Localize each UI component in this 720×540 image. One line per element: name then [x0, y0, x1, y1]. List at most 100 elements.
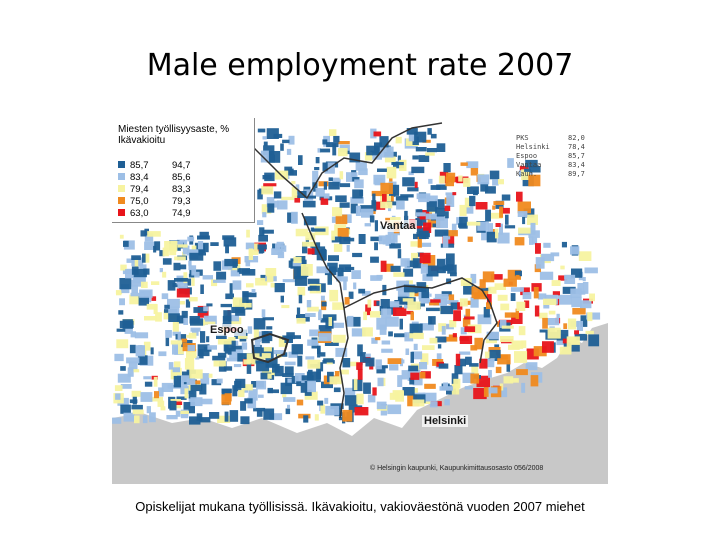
area-patch — [305, 313, 316, 317]
area-patch — [477, 221, 489, 231]
area-patch — [393, 234, 398, 243]
area-patch — [422, 139, 431, 143]
area-patch — [154, 241, 161, 251]
area-patch — [442, 235, 455, 245]
area-patch — [524, 300, 530, 308]
area-patch — [160, 406, 166, 411]
map-canvas — [112, 118, 608, 484]
area-patch — [418, 198, 430, 203]
area-patch — [193, 307, 208, 313]
area-patch — [458, 223, 466, 228]
area-patch — [445, 176, 454, 187]
area-patch — [188, 273, 195, 278]
area-patch — [307, 339, 319, 346]
area-patch — [115, 393, 121, 400]
area-patch — [445, 211, 449, 219]
area-patch — [357, 344, 363, 357]
area-patch — [450, 302, 461, 310]
area-patch — [203, 315, 217, 325]
area-patch — [357, 368, 363, 380]
area-patch — [446, 195, 455, 207]
area-patch — [317, 400, 324, 406]
area-patch — [272, 363, 280, 373]
area-patch — [526, 214, 538, 225]
area-patch — [339, 369, 349, 375]
area-patch — [466, 161, 479, 169]
area-patch — [256, 380, 267, 390]
area-patch — [246, 363, 252, 374]
area-patch — [281, 196, 294, 201]
area-patch — [470, 168, 479, 176]
stat-name: Espoo — [516, 152, 538, 160]
area-patch — [438, 175, 445, 184]
area-patch — [504, 312, 519, 318]
area-patch — [273, 350, 285, 355]
area-patch — [192, 329, 199, 336]
area-patch — [480, 287, 491, 291]
area-patch — [473, 190, 478, 196]
area-patch — [462, 318, 471, 327]
legend-min: 75,0 — [130, 196, 149, 207]
area-patch — [323, 358, 334, 363]
area-patch — [372, 193, 376, 206]
area-patch — [280, 143, 284, 151]
area-patch — [120, 264, 127, 271]
area-patch — [483, 307, 490, 318]
area-patch — [137, 355, 148, 365]
area-patch — [513, 378, 518, 382]
area-patch — [434, 229, 449, 237]
area-patch — [507, 269, 521, 280]
area-patch — [141, 281, 148, 288]
area-patch — [389, 243, 401, 249]
area-patch — [503, 376, 514, 384]
area-patch — [187, 345, 196, 351]
area-patch — [589, 293, 595, 302]
area-patch — [296, 381, 302, 387]
area-patch — [451, 383, 460, 395]
area-patch — [339, 202, 350, 208]
area-patch — [258, 394, 264, 398]
area-patch — [317, 345, 321, 355]
area-patch — [116, 328, 126, 332]
area-patch — [499, 223, 503, 235]
area-patch — [282, 394, 287, 398]
area-patch — [515, 308, 519, 319]
area-patch — [177, 375, 189, 383]
area-patch — [184, 388, 189, 399]
area-patch — [282, 139, 290, 144]
area-patch — [213, 279, 226, 283]
area-patch — [457, 302, 463, 310]
area-patch — [562, 338, 568, 344]
area-patch — [539, 329, 553, 333]
area-patch — [486, 231, 497, 243]
area-patch — [267, 203, 275, 213]
area-patch — [464, 197, 471, 208]
area-patch — [490, 274, 503, 280]
area-patch — [229, 283, 233, 294]
stat-row: Helsinki 78,4 — [516, 143, 602, 152]
area-patch — [352, 177, 360, 182]
area-patch — [353, 378, 358, 391]
area-patch — [506, 360, 511, 372]
area-patch — [550, 252, 560, 257]
area-patch — [460, 327, 467, 335]
area-patch — [481, 230, 490, 241]
area-patch — [116, 339, 129, 349]
area-patch — [430, 185, 441, 190]
area-patch — [525, 362, 538, 371]
area-patch — [133, 268, 147, 278]
area-patch — [332, 207, 343, 217]
area-patch — [486, 331, 499, 340]
area-patch — [393, 272, 405, 277]
area-patch — [199, 383, 207, 395]
area-patch — [335, 347, 348, 357]
area-patch — [410, 372, 420, 380]
area-patch — [463, 283, 474, 295]
area-patch — [181, 310, 188, 320]
area-patch — [490, 212, 503, 219]
area-patch — [116, 290, 122, 296]
area-patch — [363, 382, 371, 394]
municipality-stats: PKS 82,0 Helsinki 78,4 Espoo 85,7 Vantaa 83,… — [516, 134, 602, 179]
area-patch — [529, 236, 534, 245]
area-patch — [395, 136, 402, 144]
